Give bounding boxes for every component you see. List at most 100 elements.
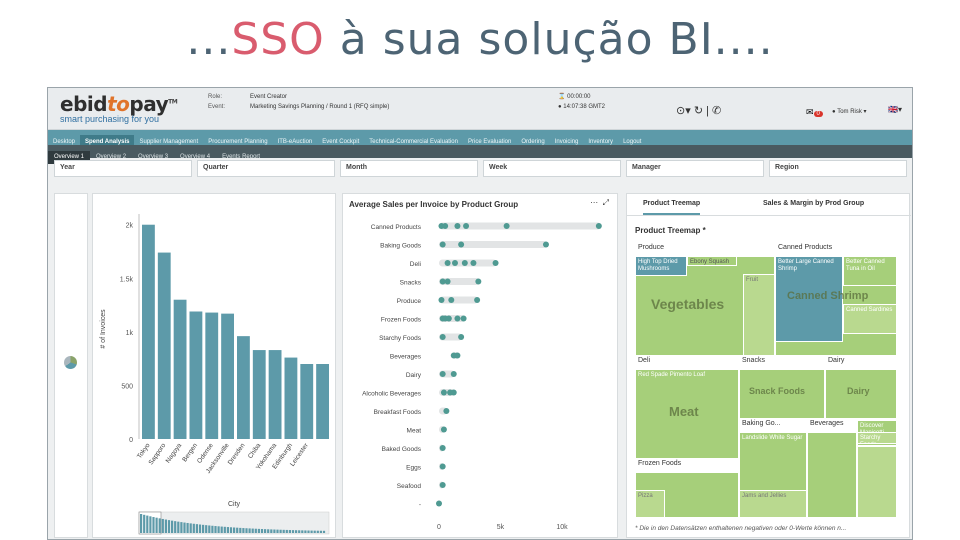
treemap-group-canned[interactable]: Canned Products xyxy=(775,244,897,256)
nav-tab[interactable]: Invoicing xyxy=(554,139,579,145)
sub-nav: Overview 1 Overview 2 Overview 3 Overview 4… xyxy=(48,145,912,164)
nav-tab[interactable]: Desktop xyxy=(53,139,76,145)
treemap[interactable]: Produce High Top Dried Mushrooms Ebony Squ… xyxy=(635,244,897,518)
category-label: Frozen Foods xyxy=(381,317,422,324)
data-point xyxy=(439,445,446,451)
misc-block[interactable] xyxy=(857,446,897,518)
minimap-bar xyxy=(149,516,152,533)
nav-tab[interactable]: Inventory xyxy=(588,139,614,145)
logo-tm: TM xyxy=(168,98,178,106)
subnav-tab[interactable]: Overview 2 xyxy=(96,154,127,160)
treemap-group-snacks[interactable]: Snacks xyxy=(739,357,825,369)
bar xyxy=(237,336,250,439)
filter-year[interactable]: Year xyxy=(54,160,192,177)
minimap-bar xyxy=(220,526,223,533)
treemap-item[interactable]: Red Spade Pimento Loaf xyxy=(635,369,739,459)
filter-manager[interactable]: Manager xyxy=(626,160,764,177)
dairy-block[interactable] xyxy=(825,369,897,419)
toolbar-icons: ⊙▾ ↻ | ✆ xyxy=(676,104,721,117)
minimap-bar xyxy=(248,528,251,533)
data-point xyxy=(542,241,549,248)
range-bar xyxy=(439,222,602,230)
data-point xyxy=(503,223,510,229)
clock: 14:07:38 GMT2 xyxy=(563,104,605,110)
nav-tab[interactable]: Logout xyxy=(623,139,642,145)
nav-tab[interactable]: Procurement Planning xyxy=(208,139,268,145)
data-point xyxy=(450,371,457,377)
subnav-tab[interactable]: Overview 4 xyxy=(180,154,211,160)
bar xyxy=(157,252,171,439)
expand-icon[interactable]: ⤢ xyxy=(602,198,609,207)
treemap-group-frozen[interactable]: Frozen Foods xyxy=(635,460,739,472)
nav-tab[interactable]: ITB-eAuction xyxy=(277,139,313,145)
tab-product-treemap[interactable]: Product Treemap xyxy=(643,200,701,215)
minimap-bar xyxy=(229,527,233,533)
filter-week[interactable]: Week xyxy=(483,160,621,177)
user-menu[interactable]: ● Tom Risk ▾ xyxy=(832,109,867,115)
treemap-item[interactable]: Pizza xyxy=(635,490,665,518)
treemap-item[interactable]: Better Large Canned Shrimp xyxy=(775,256,843,342)
treemap-group-produce[interactable]: Produce xyxy=(635,244,775,256)
data-point xyxy=(448,297,455,303)
filter-month[interactable]: Month xyxy=(340,160,478,177)
data-point xyxy=(444,260,451,266)
filter-quarter[interactable]: Quarter xyxy=(197,160,335,177)
refresh-icon[interactable]: ↻ xyxy=(693,105,704,117)
main-nav: Desktop Spend Analysis Supplier Management… xyxy=(48,130,912,150)
phone-icon[interactable]: ✆ xyxy=(712,105,722,117)
pie-chart-icon[interactable] xyxy=(64,356,77,369)
data-point xyxy=(439,371,446,377)
treemap-item[interactable]: Canned Sardines xyxy=(843,304,897,334)
minimap-bar xyxy=(152,517,155,533)
data-point xyxy=(595,223,602,229)
minimap-bar xyxy=(226,527,229,533)
top-bar: ebidtopayTM smart purchasing for you Rol… xyxy=(48,88,912,130)
more-icon[interactable]: ⋯ xyxy=(590,198,599,207)
nav-tab[interactable]: Price Evaluation xyxy=(467,139,512,145)
treemap-item[interactable]: Ebony Squash xyxy=(687,256,737,266)
beverages-block[interactable] xyxy=(807,432,857,518)
treemap-item[interactable]: Jams and Jellies xyxy=(739,490,807,518)
minimap-bar xyxy=(155,517,158,533)
nav-tab[interactable]: Event Cockpit xyxy=(322,139,360,145)
data-point xyxy=(450,389,457,396)
treemap-group-dairy[interactable]: Dairy xyxy=(825,357,897,369)
subnav-tab[interactable]: Events Report xyxy=(222,154,261,160)
subnav-tab[interactable]: Overview 3 xyxy=(138,154,169,160)
treemap-item[interactable]: Better Canned Tuna in Oil xyxy=(843,256,897,286)
treemap-item[interactable]: Starchy Foods xyxy=(857,432,897,444)
options-icon[interactable]: ⊙▾ xyxy=(676,105,691,117)
event-value: Marketing Savings Planning / Round 1 (RF… xyxy=(250,104,390,110)
bar xyxy=(189,311,203,439)
filter-region[interactable]: Region xyxy=(769,160,907,177)
minimap-bar xyxy=(239,527,242,533)
logo[interactable]: ebidtopayTM smart purchasing for you xyxy=(60,92,178,124)
invoices-by-city-panel: 0 500 1k 1.5k 2k # of Invoices Tokyo Sapporo Nag… xyxy=(92,193,336,538)
x-tick-label: Tokyo xyxy=(136,442,152,460)
category-label: - xyxy=(419,502,421,509)
category-label: Produce xyxy=(397,298,422,305)
mail-button[interactable]: ✉ 0 xyxy=(806,107,823,118)
minimap-bar xyxy=(198,524,202,533)
category-label: Dairy xyxy=(406,372,422,379)
language-flag-icon[interactable]: 🇬🇧▾ xyxy=(888,105,902,114)
minimap-bar xyxy=(186,522,189,533)
treemap-group-beverages[interactable]: Beverages xyxy=(807,420,857,432)
tab-sales-margin[interactable]: Sales & Margin by Prod Group xyxy=(763,200,865,207)
bar xyxy=(142,224,155,439)
nav-tab[interactable]: Technical-Commercial Evaluation xyxy=(369,139,458,145)
category-label: Starchy Foods xyxy=(379,335,422,342)
logo-text-a: ebid xyxy=(60,92,108,116)
snacks-block[interactable] xyxy=(739,369,825,419)
minimap-bar xyxy=(192,523,195,533)
nav-tab[interactable]: Ordering xyxy=(521,139,545,145)
treemap-item[interactable]: High Top Dried Mushrooms xyxy=(635,256,687,276)
treemap-item[interactable]: Fruit xyxy=(743,274,775,356)
treemap-group-deli[interactable]: Deli xyxy=(635,357,739,369)
y-tick-label: 1k xyxy=(126,330,134,337)
nav-tab[interactable]: Supplier Management xyxy=(139,139,199,145)
x-tick-label: 5k xyxy=(497,524,505,531)
category-label: Baking Goods xyxy=(380,243,422,250)
dot-chart: Canned Products Baking Goods Deli Snacks Pro… xyxy=(362,222,602,531)
treemap-group-baking[interactable]: Baking Go... xyxy=(739,420,807,432)
